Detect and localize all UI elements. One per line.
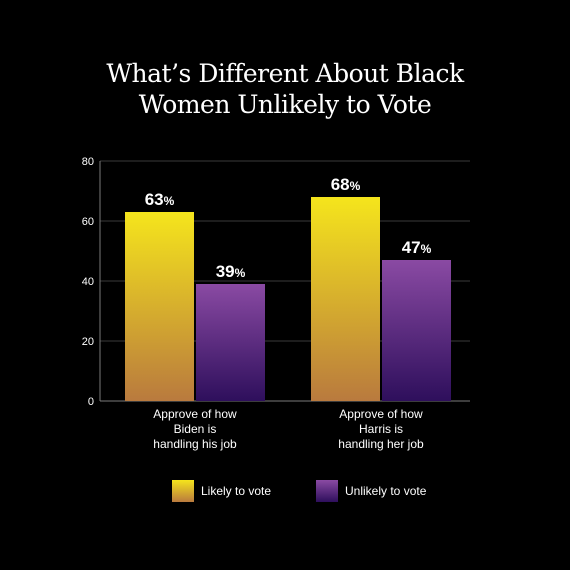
y-tick-label: 80 [82, 156, 94, 168]
legend-label: Likely to vote [201, 484, 271, 498]
bar-likely-2 [311, 197, 380, 401]
bar-unlikely-2 [382, 260, 451, 401]
legend: Likely to vote Unlikely to vote [172, 480, 427, 502]
bar-unlikely-1 [196, 284, 265, 401]
legend-swatch [316, 480, 338, 502]
y-tick-label: 60 [82, 216, 94, 228]
data-label: 39% [216, 262, 246, 281]
x-tick-label: handling her job [338, 437, 424, 451]
x-tick-label: Biden is [174, 422, 217, 436]
legend-label: Unlikely to vote [345, 484, 427, 498]
y-tick-label: 40 [82, 276, 94, 288]
bar-likely-1 [125, 212, 194, 401]
x-tick-label: Approve of how [153, 407, 237, 421]
value-labels: 63% 39% 68% 47% [145, 175, 432, 281]
x-tick-label: Harris is [359, 422, 403, 436]
x-tick-label: handling his job [153, 437, 237, 451]
legend-swatch [172, 480, 194, 502]
chart-title-line-1: What’s Different About Black [106, 59, 464, 88]
data-label: 47% [402, 238, 432, 257]
y-tick-label: 20 [82, 336, 94, 348]
bars [125, 197, 451, 401]
chart-title: What’s Different About Black Women Unlik… [0, 58, 570, 120]
x-tick-label: Approve of how [339, 407, 423, 421]
data-label: 63% [145, 190, 175, 209]
y-axis-ticks: 0 20 40 60 80 [82, 156, 94, 408]
chart-title-line-2: Women Unlikely to Vote [138, 90, 432, 119]
y-tick-label: 0 [88, 396, 94, 408]
data-label: 68% [331, 175, 361, 194]
